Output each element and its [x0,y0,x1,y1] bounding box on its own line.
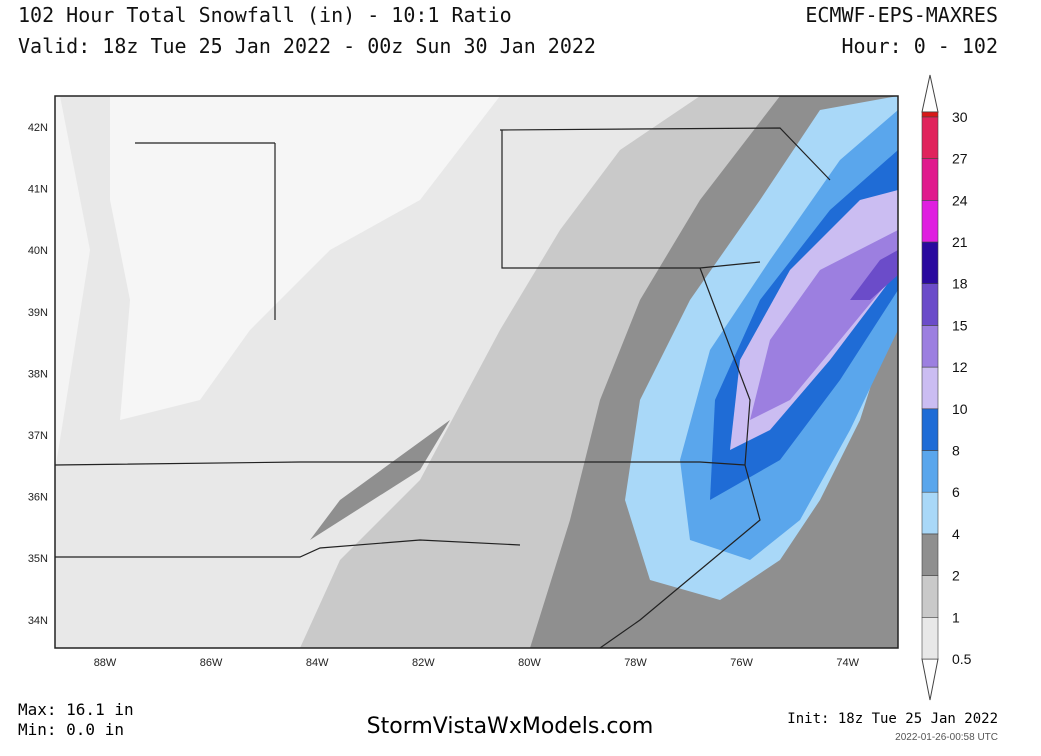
colorbar-swatch [921,200,939,243]
longitude-label: 88W [94,657,117,669]
valid-time: Valid: 18z Tue 25 Jan 2022 - 00z Sun 30 … [18,34,596,58]
colorbar-swatch [921,408,939,451]
snow-shade-none [110,96,500,420]
snow-shade-12 [750,230,898,420]
colorbar-swatch [921,325,939,368]
colorbar-label: 18 [952,276,968,292]
colorbar-swatch [921,616,939,660]
colorbar-top-arrow [921,74,939,113]
colorbar-label: 0.5 [952,651,972,667]
latitude-label: 37N [28,430,48,442]
longitude-label: 78W [624,657,647,669]
longitude-label: 84W [306,657,329,669]
colorbar-label: 10 [952,401,968,417]
longitude-label: 74W [836,657,859,669]
site-name: StormVistaWxModels.com [367,714,654,739]
longitude-label: 86W [200,657,223,669]
colorbar-label: 4 [952,526,960,542]
map [54,95,899,649]
colorbar-swatch [921,283,939,326]
init-time: Init: 18z Tue 25 Jan 2022 [787,711,998,727]
colorbar-label: 2 [952,568,960,584]
colorbar-swatch [921,575,939,618]
title: 102 Hour Total Snowfall (in) - 10:1 Rati… [18,3,512,27]
colorbar-label: 15 [952,317,968,333]
colorbar-swatch [921,450,939,493]
latitude-label: 39N [28,307,48,319]
snow-shade-15 [850,250,898,300]
colorbar-label: 24 [952,192,968,208]
colorbar-swatch [921,158,939,201]
colorbar-label: 1 [952,609,960,625]
colorbar-swatch [921,116,939,159]
longitude-label: 82W [412,657,435,669]
colorbar-label: 8 [952,443,960,459]
longitude-label: 80W [518,657,541,669]
colorbar-label: 21 [952,234,968,250]
colorbar-label: 12 [952,359,968,375]
latitude-label: 41N [28,184,48,196]
colorbar-swatch [921,366,939,410]
latitude-label: 40N [28,245,48,257]
colorbar-label: 6 [952,484,960,500]
latitude-label: 42N [28,122,48,134]
min-value: Min: 0.0 in [18,720,124,739]
colorbar-swatch [921,533,939,576]
colorbar-bottom-arrow [921,658,939,701]
latitude-label: 34N [28,615,48,627]
colorbar-swatch [921,111,939,118]
colorbar-swatch [921,241,939,285]
latitude-label: 35N [28,553,48,565]
max-value: Max: 16.1 in [18,700,134,719]
colorbar-label: 30 [952,109,968,125]
map-frame [54,95,899,649]
snow-shade-2 [310,420,450,540]
latitude-label: 36N [28,492,48,504]
model-name: ECMWF-EPS-MAXRES [805,3,998,27]
timestamp: 2022-01-26-00:58 UTC [895,732,998,743]
colorbar-label: 27 [952,151,968,167]
longitude-label: 76W [730,657,753,669]
snow-shade-none [55,96,90,470]
latitude-label: 38N [28,368,48,380]
state-border [55,127,831,648]
hour-range: Hour: 0 - 102 [841,34,998,58]
colorbar-swatch [921,491,939,535]
